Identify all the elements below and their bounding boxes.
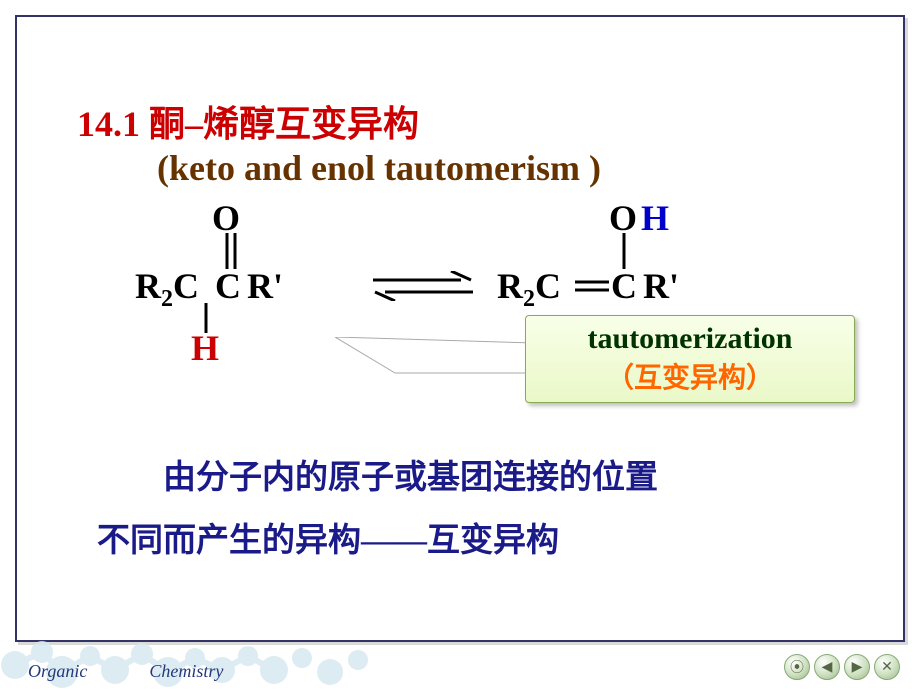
nav-buttons: ⦿ ◀ ▶ ✕ [784, 654, 900, 680]
enol-H: H [641, 197, 669, 239]
body-line-2: 不同而产生的异构——互变异构 [97, 510, 823, 573]
keto-Rprime: R' [247, 265, 283, 307]
slide-frame: 14.1 酮–烯醇互变异构 (keto and enol tautomerism… [15, 15, 905, 642]
enol-C2: C [611, 265, 637, 307]
keto-R2C: R2C [135, 265, 199, 313]
keto-structure: O R2C C R' H [117, 197, 357, 357]
enol-R2C: R2C [497, 265, 561, 313]
title-main: 14.1 酮–烯醇互变异构 [77, 95, 843, 147]
body-text: 由分子内的原子或基团连接的位置 不同而产生的异构——互变异构 [97, 447, 823, 572]
callout-chinese: （互变异构） [536, 356, 844, 396]
keto-doublebond-vertical [217, 233, 247, 269]
equilibrium-arrow-icon [373, 271, 473, 301]
nav-first-button[interactable]: ⦿ [784, 654, 810, 680]
keto-H: H [191, 327, 219, 369]
footer-word2: Chemistry [149, 661, 223, 681]
nav-next-button[interactable]: ▶ [844, 654, 870, 680]
body-line-1: 由分子内的原子或基团连接的位置 [97, 447, 823, 510]
enol-doublebond-horizontal [575, 277, 609, 297]
nav-prev-button[interactable]: ◀ [814, 654, 840, 680]
nav-last-button[interactable]: ✕ [874, 654, 900, 680]
enol-Rprime: R' [643, 265, 679, 307]
callout-pointer-icon [335, 337, 535, 387]
callout-english: tautomerization [536, 322, 844, 356]
title-sub: (keto and enol tautomerism ) [77, 147, 843, 189]
footer-text: Organic Chemistry [28, 661, 223, 682]
title-block: 14.1 酮–烯醇互变异构 (keto and enol tautomerism… [77, 95, 843, 189]
enol-OC-bond [619, 233, 629, 269]
keto-C2: C [215, 265, 241, 307]
tautomerization-callout: tautomerization （互变异构） [525, 315, 855, 403]
enol-structure: O H R2C C R' [477, 197, 757, 317]
footer-word1: Organic [28, 661, 87, 681]
footer: Organic Chemistry ⦿ ◀ ▶ ✕ [0, 644, 920, 690]
